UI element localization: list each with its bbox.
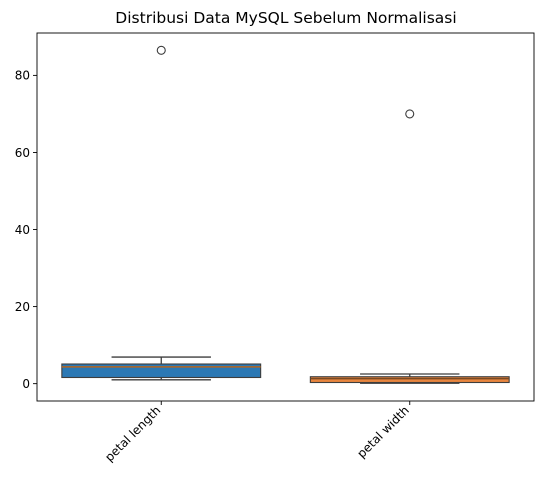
y-tick-label: 80 bbox=[15, 69, 30, 83]
plot-area bbox=[61, 45, 510, 384]
axes-frame bbox=[36, 32, 535, 402]
x-axis: petal length petal width bbox=[102, 401, 412, 464]
chart-title: Distribusi Data MySQL Sebelum Normalisas… bbox=[115, 9, 456, 27]
iqr-box bbox=[61, 363, 262, 379]
y-axis: 0 20 40 60 80 bbox=[15, 69, 37, 391]
y-tick-label: 40 bbox=[15, 223, 30, 237]
x-tick-label: petal width bbox=[354, 403, 411, 460]
y-tick-label: 0 bbox=[22, 377, 30, 391]
x-tick-label: petal length bbox=[102, 403, 163, 464]
box-petal-length bbox=[61, 45, 262, 381]
y-tick-label: 60 bbox=[15, 146, 30, 160]
box-petal-width bbox=[309, 109, 510, 384]
y-tick-label: 20 bbox=[15, 300, 30, 314]
outlier-point bbox=[405, 109, 415, 119]
outlier-point bbox=[156, 45, 166, 55]
iqr-box bbox=[309, 376, 510, 384]
